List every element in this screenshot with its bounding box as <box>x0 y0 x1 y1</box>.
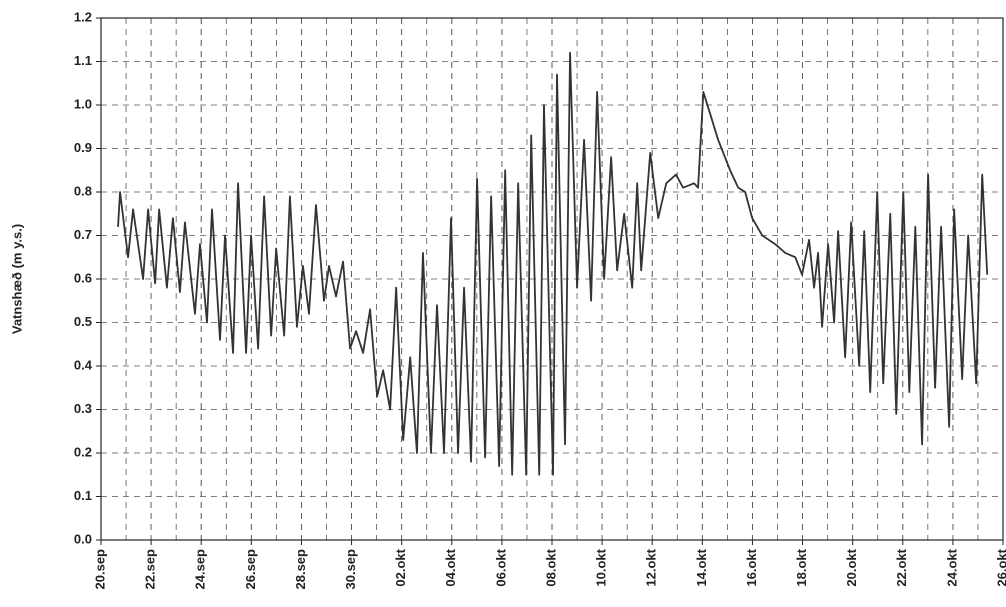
x-tick-label: 16.okt <box>744 548 759 586</box>
y-tick-label: 0.0 <box>74 531 92 546</box>
x-tick-label: 12.okt <box>644 548 659 586</box>
y-tick-label: 0.1 <box>74 488 92 503</box>
y-tick-label: 0.3 <box>74 401 92 416</box>
y-tick-label: 0.9 <box>74 140 92 155</box>
x-tick-label: 26.okt <box>994 548 1006 586</box>
x-tick-label: 22.sep <box>143 549 158 590</box>
y-tick-label: 0.8 <box>74 183 92 198</box>
y-tick-label: 0.5 <box>74 314 92 329</box>
plot-frame <box>100 17 1004 541</box>
x-tick-label: 24.okt <box>944 548 959 586</box>
x-tick-label: 18.okt <box>794 548 809 586</box>
y-tick-label: 1.2 <box>74 9 92 24</box>
x-tick-label: 24.sep <box>193 549 208 590</box>
x-tick-label: 28.sep <box>293 549 308 590</box>
x-tick-label: 22.okt <box>894 548 909 586</box>
x-tick-label: 10.okt <box>594 548 609 586</box>
x-tick-label: 30.sep <box>343 549 358 590</box>
x-tick-label: 08.okt <box>543 548 558 586</box>
data-line <box>117 51 989 476</box>
x-tick-label: 14.okt <box>694 548 709 586</box>
x-tick-label: 04.okt <box>443 548 458 586</box>
y-tick-label: 1.1 <box>74 53 92 68</box>
y-tick-label: 0.4 <box>74 357 93 372</box>
x-tick-label: 26.sep <box>243 549 258 590</box>
x-tick-label: 20.okt <box>844 548 859 586</box>
y-tick-label: 0.6 <box>74 270 92 285</box>
x-tick-label: 20.sep <box>92 549 107 590</box>
x-tick-label: 02.okt <box>393 548 408 586</box>
y-tick-label: 0.7 <box>74 227 92 242</box>
x-tick-label: 06.okt <box>493 548 508 586</box>
y-tick-label: 0.2 <box>74 444 92 459</box>
y-tick-label: 1.0 <box>74 96 92 111</box>
y-axis-label: Vatnshæð (m y.s.) <box>9 224 24 334</box>
